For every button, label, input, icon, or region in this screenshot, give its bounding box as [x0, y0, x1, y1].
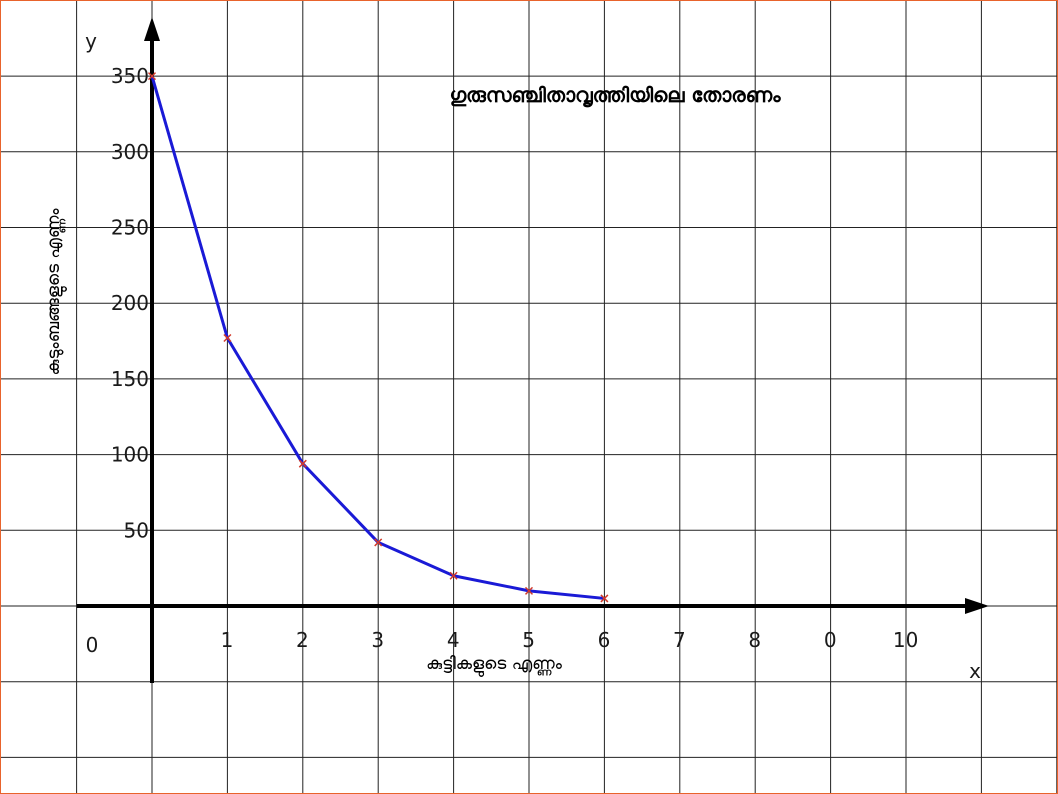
data-point	[298, 459, 307, 468]
x-axis-arrow	[965, 598, 989, 614]
data-point-stroke	[223, 333, 232, 343]
y-axis-arrow	[144, 17, 160, 41]
data-point-stroke	[449, 571, 458, 580]
x-tick-label: 0	[824, 628, 837, 652]
y-axis-label: കുടുംബങ്ങളുടെ എണ്ണം	[44, 208, 67, 376]
x-axis-label: കുട്ടികളുടെ എണ്ണം	[426, 654, 563, 677]
series-group	[147, 72, 609, 603]
data-point-stroke	[524, 586, 534, 595]
y-tick-label: 200	[111, 291, 149, 315]
data-point-stroke	[600, 594, 609, 603]
axes	[76, 17, 989, 683]
data-point	[147, 72, 157, 81]
x-tick-label: 6	[598, 628, 611, 652]
data-point	[374, 538, 383, 547]
origin-label: 0	[86, 633, 99, 657]
data-point-stroke	[298, 459, 307, 468]
y-tick-label: 100	[111, 443, 149, 467]
x-tick-label: 1	[221, 628, 234, 652]
y-tick-label: 250	[111, 216, 149, 240]
x-tick-label: 5	[522, 628, 535, 652]
data-point	[223, 333, 232, 343]
x-tick-label: 3	[371, 628, 384, 652]
chart-title: ഗുരുസഞ്ചിതാവൃത്തിയിലെ തോരണം	[449, 83, 781, 108]
y-tick-label: 300	[111, 140, 149, 164]
data-point	[524, 586, 534, 595]
data-point	[449, 571, 458, 580]
x-tick-label: 8	[748, 628, 761, 652]
tick-labels: 1 2 3 4 5 6 7 8 0 10 50 100 150 200 250 300 350	[111, 64, 919, 652]
x-tick-label: 2	[296, 628, 309, 652]
y-tick-label: 350	[111, 64, 149, 88]
y-axis-letter: y	[85, 29, 97, 53]
x-axis-letter: x	[969, 659, 981, 683]
x-tick-label: 10	[893, 628, 918, 652]
y-tick-label: 50	[124, 518, 149, 542]
y-tick-label: 150	[111, 367, 149, 391]
x-tick-label: 7	[673, 628, 686, 652]
data-point	[600, 594, 609, 603]
data-point-stroke	[374, 538, 383, 547]
x-tick-label: 4	[447, 628, 460, 652]
data-point-stroke	[147, 72, 157, 81]
